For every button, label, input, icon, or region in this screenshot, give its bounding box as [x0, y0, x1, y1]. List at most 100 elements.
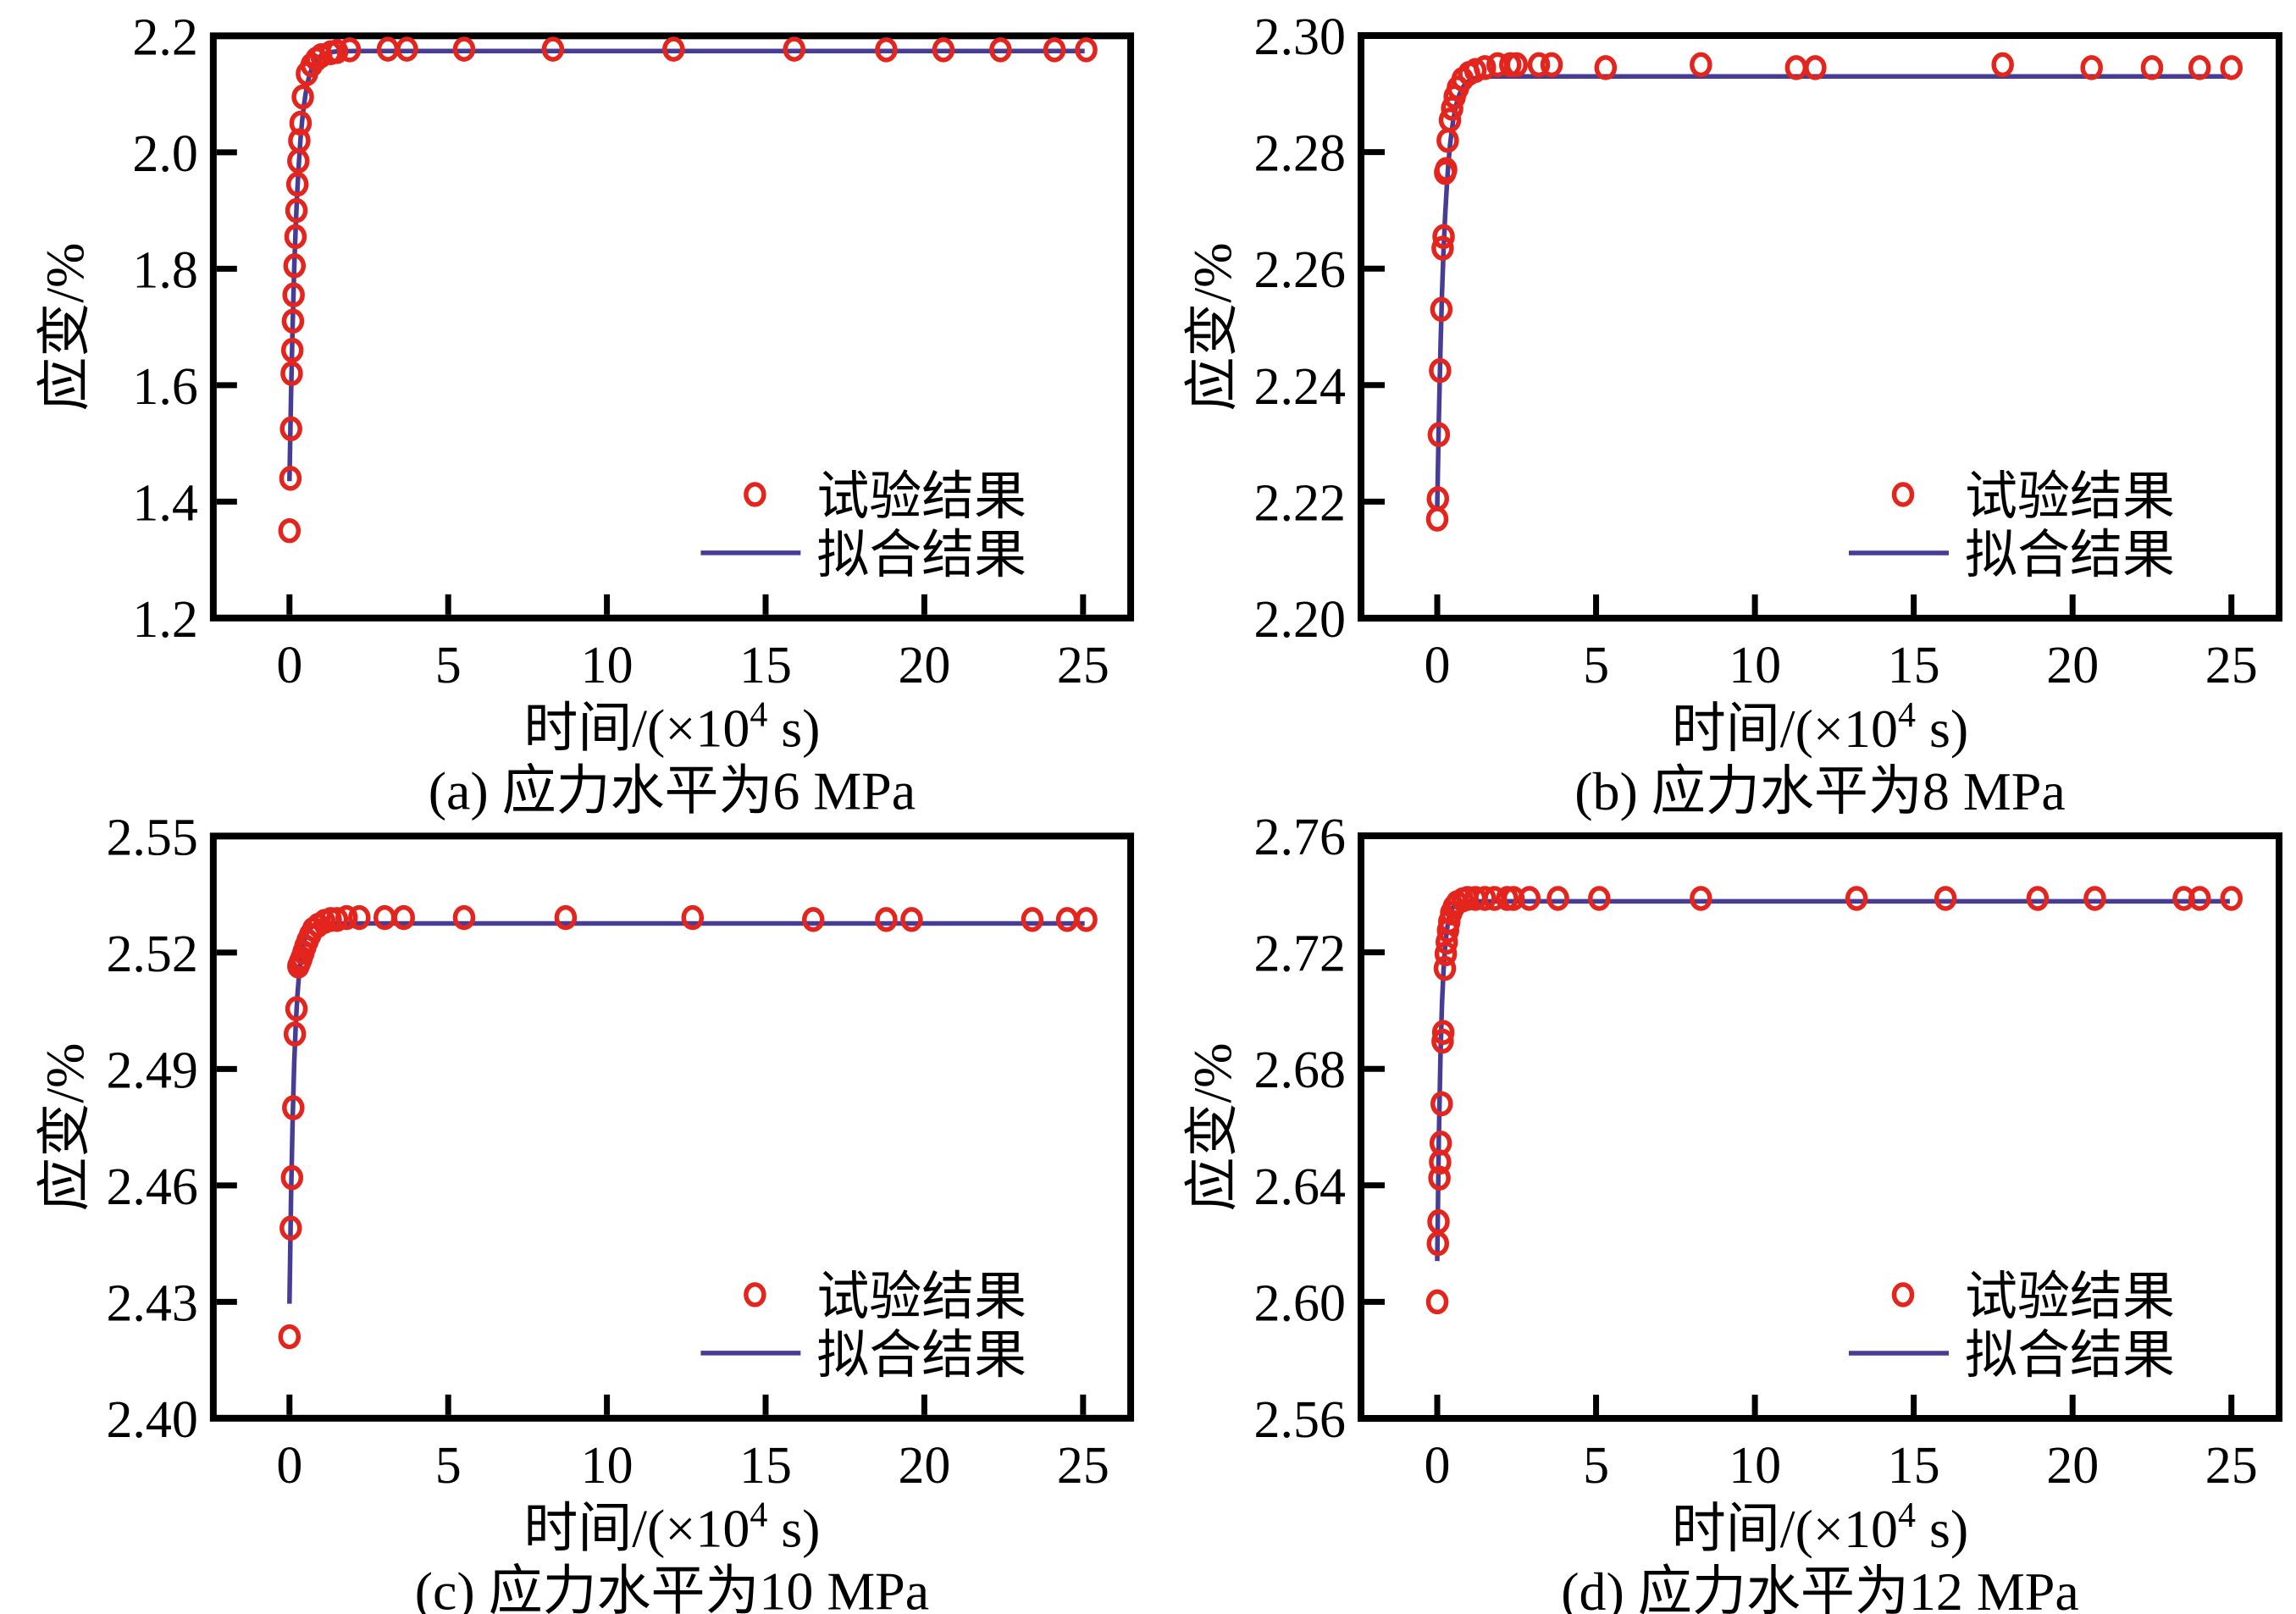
subplot-b: 0 5 10 15 20 25 2.20 2.22 2.24 2.26 2.28 2.30 应变/% …	[1181, 8, 2296, 821]
legend: 试验结果 拟合结果	[700, 468, 1026, 584]
svg-text:25: 25	[1057, 1437, 1109, 1495]
svg-text:5: 5	[435, 1437, 462, 1495]
chart-a-plot-area: 0 5 10 15 20 25 1.2 1.4 1.6 1.8 2.0 2.2	[132, 8, 1135, 694]
x-axis-label-suffix: s)	[767, 699, 820, 759]
svg-text:2.64: 2.64	[1254, 1158, 1347, 1216]
svg-text:1.2: 1.2	[132, 591, 197, 649]
legend: 试验结果 拟合结果	[700, 1269, 1026, 1385]
svg-text:1.4: 1.4	[132, 474, 197, 532]
svg-text:10: 10	[581, 1437, 633, 1495]
subplot-a-caption: (a) 应力水平为6 MPa	[429, 761, 916, 821]
x-axis-label-suffix: s)	[1916, 1499, 1968, 1559]
y-axis-label: 应变/%	[35, 243, 95, 412]
svg-text:5: 5	[435, 637, 462, 694]
x-axis-label-sup: 4	[750, 696, 767, 735]
svg-text:25: 25	[1057, 637, 1109, 694]
chart-c-plot-area: 0 5 10 15 20 25 2.40 2.43 2.46 2.49 2.52 2.55	[106, 809, 1135, 1495]
legend-experiment-marker-icon	[1891, 482, 1915, 507]
x-axis-label-prefix: 时间/(×10	[523, 699, 750, 759]
svg-text:2.20: 2.20	[1254, 591, 1347, 649]
svg-text:20: 20	[2046, 637, 2099, 694]
chart-c-svg: 0 5 10 15 20 252.402.432.462.492.522.55 应变/% …	[35, 809, 1135, 1614]
svg-text:2.49: 2.49	[106, 1042, 197, 1099]
chart-d-svg: 0 5 10 15 20 252.562.602.642.682.722.76 应变/% …	[1182, 809, 2282, 1614]
svg-text:10: 10	[1729, 1437, 1781, 1495]
svg-text:2.30: 2.30	[1254, 8, 1347, 66]
x-axis-label-suffix: s)	[767, 1499, 820, 1559]
chart-d-plot-area: 0 5 10 15 20 25 2.56 2.60 2.64 2.68 2.72 2.76	[1254, 809, 2282, 1495]
svg-text:2.22: 2.22	[1254, 474, 1347, 532]
svg-text:0: 0	[276, 637, 302, 694]
svg-text:20: 20	[898, 637, 950, 694]
svg-text:15: 15	[739, 637, 792, 694]
x-axis-label-prefix: 时间/(×10	[1672, 1499, 1898, 1559]
legend: 试验结果 拟合结果	[1849, 1269, 2175, 1385]
legend-label-experiment: 试验结果	[816, 1269, 1026, 1326]
subplot-c-caption: (c) 应力水平为10 MPa	[415, 1561, 929, 1614]
chart-a-svg: 0 5 10 15 20 25 1.2 1.4 1.6 1.8 2.0 2.2 应变/% 时间/(×1…	[35, 8, 1135, 821]
svg-text:15: 15	[1888, 637, 1940, 694]
subplot-b-caption: (b) 应力水平为8 MPa	[1574, 761, 2066, 821]
svg-text:2.46: 2.46	[106, 1158, 197, 1216]
x-axis-label-sup: 4	[1898, 1496, 1916, 1535]
svg-text:15: 15	[739, 1437, 792, 1495]
svg-text:2.24: 2.24	[1254, 358, 1347, 416]
svg-text:25: 25	[2205, 1437, 2258, 1495]
legend-label-fit: 拟合结果	[816, 527, 1026, 584]
legend-label-fit: 拟合结果	[816, 1327, 1026, 1385]
svg-text:10: 10	[1729, 637, 1781, 694]
svg-text:2.26: 2.26	[1254, 241, 1347, 299]
legend-label-fit: 拟合结果	[1965, 1327, 2175, 1385]
chart-b-plot-area: 0 5 10 15 20 25 2.20 2.22 2.24 2.26 2.28 2.30	[1254, 8, 2282, 694]
svg-text:5: 5	[1583, 1437, 1609, 1495]
chart-b-svg: 0 5 10 15 20 252.202.222.242.262.282.30 应变/% …	[1182, 8, 2282, 821]
x-axis-label: 时间/(×104 s)	[1672, 1496, 1968, 1559]
svg-text:25: 25	[2205, 637, 2258, 694]
svg-text:2.55: 2.55	[106, 809, 197, 866]
y-axis-label: 应变/%	[1182, 242, 1242, 411]
svg-text:2.28: 2.28	[1254, 125, 1347, 183]
legend: 试验结果 拟合结果	[1849, 468, 2175, 584]
legend-experiment-marker-icon	[744, 482, 766, 507]
legend-label-experiment: 试验结果	[1965, 1269, 2175, 1326]
svg-text:10: 10	[581, 637, 633, 694]
svg-text:1.6: 1.6	[132, 358, 197, 416]
legend-label-fit: 拟合结果	[1965, 527, 2175, 584]
svg-text:2.60: 2.60	[1254, 1274, 1347, 1332]
svg-text:1.8: 1.8	[132, 241, 197, 299]
svg-text:0: 0	[1425, 1437, 1451, 1495]
svg-text:15: 15	[1888, 1437, 1940, 1495]
svg-text:2.52: 2.52	[106, 926, 197, 983]
svg-text:2.43: 2.43	[106, 1274, 197, 1332]
svg-text:20: 20	[2046, 1437, 2099, 1495]
x-axis-label-suffix: s)	[1916, 699, 1968, 759]
svg-text:2.68: 2.68	[1254, 1042, 1347, 1099]
x-axis-label-prefix: 时间/(×10	[523, 1499, 750, 1559]
svg-text:2.0: 2.0	[132, 125, 197, 183]
legend-label-experiment: 试验结果	[1965, 468, 2175, 526]
y-axis-label: 应变/%	[1182, 1042, 1242, 1211]
x-axis-label: 时间/(×104 s)	[1672, 696, 1968, 759]
legend-experiment-marker-icon	[744, 1282, 766, 1307]
x-axis-label: 时间/(×104 s)	[523, 696, 820, 759]
subplot-d: 0 5 10 15 20 25 2.56 2.60 2.64 2.68 2.72 2.76 应变/% …	[1181, 809, 2296, 1614]
x-axis-label-sup: 4	[1898, 696, 1916, 735]
legend-label-experiment: 试验结果	[816, 468, 1026, 526]
x-axis-label-sup: 4	[750, 1496, 767, 1535]
svg-text:2.56: 2.56	[1254, 1391, 1347, 1449]
subplot-c: 0 5 10 15 20 25 2.40 2.43 2.46 2.49 2.52 2.55 应变/% …	[34, 809, 1181, 1614]
svg-text:2.76: 2.76	[1254, 809, 1347, 866]
subplot-a: 0 5 10 15 20 25 1.2 1.4 1.6 1.8 2.0 2.2 应变/% 时间/(×1…	[34, 8, 1181, 821]
x-axis-label: 时间/(×104 s)	[523, 1496, 820, 1559]
y-axis-label: 应变/%	[35, 1043, 95, 1212]
subplot-d-caption: (d) 应力水平为12 MPa	[1561, 1561, 2079, 1614]
svg-text:2.40: 2.40	[106, 1391, 197, 1449]
svg-text:0: 0	[1425, 637, 1451, 694]
legend-experiment-marker-icon	[1891, 1282, 1915, 1307]
svg-text:2.72: 2.72	[1254, 926, 1347, 983]
svg-text:0: 0	[276, 1437, 302, 1495]
x-axis-label-prefix: 时间/(×10	[1672, 699, 1898, 759]
svg-text:5: 5	[1583, 637, 1609, 694]
svg-text:2.2: 2.2	[132, 8, 197, 66]
